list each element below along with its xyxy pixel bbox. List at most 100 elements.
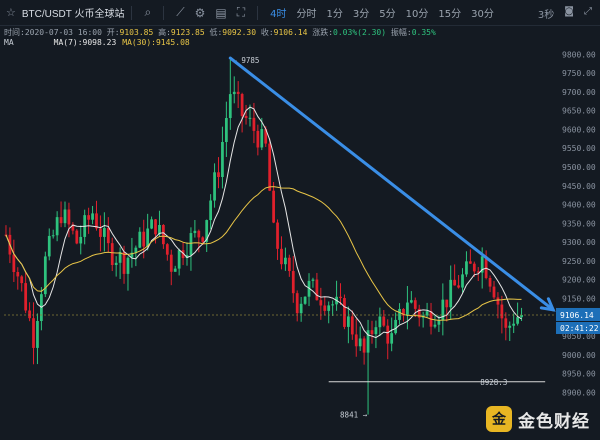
y-tick-label: 9650.00: [562, 107, 596, 116]
symbol-title[interactable]: BTC/USDT 火币全球站: [21, 9, 125, 20]
indicator-icon[interactable]: ⟋: [176, 5, 185, 19]
candle-body: [173, 268, 177, 272]
candle-body: [224, 118, 228, 142]
candle-body: [350, 316, 354, 335]
candle-body: [51, 235, 55, 237]
expand-icon[interactable]: ⤢: [584, 6, 592, 17]
candle-body: [189, 233, 193, 256]
chart-toolbar: ☆ BTC/USDT 火币全球站 ⌕ ⟋ ⚙ ▤ ⛶ 4时 分时 1分 3分 5…: [0, 0, 600, 26]
price-axis: 9800.00 9750.00 9700.00 9650.00 9600.00 9550.…: [562, 50, 596, 397]
candle-body: [453, 279, 457, 286]
candle-body: [150, 219, 153, 229]
candle-body: [346, 316, 350, 327]
candle-body: [457, 285, 460, 288]
interval-1m[interactable]: 1分: [326, 9, 343, 20]
trend-line: [228, 56, 555, 312]
candle-body: [394, 319, 397, 334]
candle-body: [75, 230, 79, 244]
candle-body: [413, 300, 417, 309]
candle-body: [472, 263, 476, 272]
time-label: 时间:: [4, 28, 25, 37]
price-annotation: 8841 →: [340, 411, 368, 420]
candle-body: [36, 321, 39, 348]
candle-body: [126, 257, 130, 274]
trend-arrowhead: [539, 297, 556, 312]
y-tick-label: 9450.00: [562, 182, 596, 191]
candle-body: [417, 308, 421, 318]
candle-body: [59, 217, 63, 224]
candle-body: [24, 283, 28, 311]
star-icon[interactable]: ☆: [6, 6, 16, 19]
candle-body: [382, 316, 386, 326]
candle-body: [461, 274, 464, 288]
fullscreen-icon[interactable]: ⛶: [236, 5, 246, 19]
close-label: 收:: [260, 28, 274, 37]
candle-body: [504, 318, 508, 328]
low-label: 低:: [209, 28, 223, 37]
y-tick-label: 8900.00: [562, 388, 596, 397]
candle-body: [55, 217, 59, 236]
amplitude-label: 振幅:: [390, 28, 412, 37]
candle-body: [433, 324, 437, 327]
watermark-text: 金色财经: [518, 411, 590, 432]
candle-body: [20, 276, 24, 284]
candle-body: [327, 305, 331, 311]
candle-body: [299, 303, 303, 314]
candle-body: [343, 298, 346, 327]
candle-body: [421, 315, 425, 318]
candle-body: [102, 227, 106, 237]
candle-body: [354, 334, 358, 347]
candle-body: [362, 338, 366, 353]
candle-body: [47, 235, 51, 257]
candle-body: [83, 215, 87, 237]
layout-icon[interactable]: ▤: [215, 5, 227, 20]
interval-30m[interactable]: 30分: [471, 9, 494, 20]
ma-lines: [5, 106, 522, 339]
interval-4h[interactable]: 4时: [270, 9, 287, 20]
interval-timeline[interactable]: 分时: [296, 9, 317, 20]
interval-10m[interactable]: 10分: [405, 9, 429, 20]
candle-body: [402, 308, 405, 316]
candle-body: [500, 304, 504, 319]
candle-body: [280, 248, 283, 265]
candle-body: [307, 280, 311, 297]
candle-body: [425, 311, 429, 316]
low-value: 9092.30: [222, 28, 257, 37]
interval-3m[interactable]: 3分: [352, 9, 370, 20]
candle-body: [67, 209, 71, 225]
candle-body: [165, 244, 169, 255]
refresh-rate-label[interactable]: 3秒: [537, 10, 555, 21]
candle-body: [272, 190, 275, 223]
high-value: 9123.85: [170, 28, 205, 37]
candle-body: [331, 304, 335, 306]
interval-15m[interactable]: 15分: [438, 9, 462, 20]
y-tick-label: 9550.00: [562, 144, 596, 153]
candle-body: [40, 294, 43, 322]
camera-icon[interactable]: ◙: [564, 6, 574, 17]
y-tick-label: 9200.00: [562, 276, 596, 285]
settings-icon[interactable]: ⚙: [194, 5, 206, 20]
candle-body: [169, 254, 173, 272]
candle-body: [63, 209, 67, 224]
search-icon[interactable]: ⌕: [144, 5, 152, 19]
candle-body: [217, 172, 220, 177]
candle-body: [197, 230, 201, 238]
y-tick-label: 8950.00: [562, 370, 596, 379]
ma-label: MA: [4, 38, 14, 47]
candle-body: [177, 250, 181, 269]
candle-body: [236, 91, 240, 95]
watermark: 金 金色财经: [486, 406, 590, 432]
candle-body: [386, 325, 390, 344]
candle-body: [114, 262, 118, 265]
interval-5m[interactable]: 5分: [379, 9, 396, 20]
candle-body: [496, 297, 500, 305]
candle-body: [516, 317, 519, 324]
candle-body: [276, 222, 279, 249]
y-tick-label: 9800.00: [562, 50, 596, 59]
last-price-tag: [556, 307, 600, 321]
candle-body: [256, 130, 260, 148]
candle-body: [390, 333, 394, 344]
candle-body: [43, 256, 47, 295]
candle-body: [4, 234, 8, 236]
